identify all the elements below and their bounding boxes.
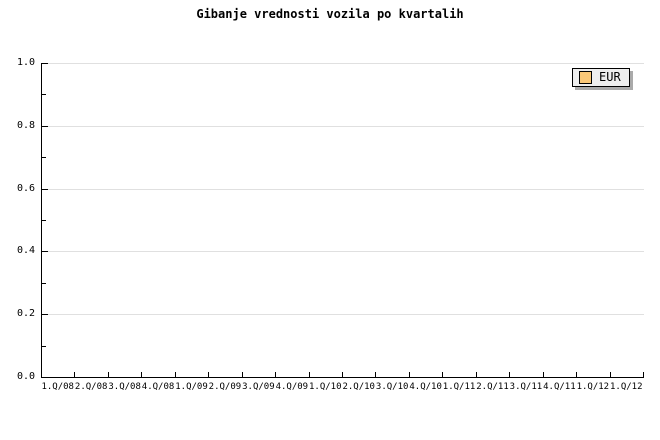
y-major-tick [42,63,48,64]
x-axis-tick-label: 1.Q/12 [610,382,643,392]
y-major-tick [42,251,48,252]
x-axis-tick-label: 3.Q/11 [509,382,543,392]
y-minor-tick [42,220,46,221]
y-major-tick [42,189,48,190]
y-minor-tick [42,94,46,95]
x-tick [409,372,410,377]
legend-box: EUR [572,68,630,87]
x-tick [576,372,577,377]
x-axis-tick-label: 1.Q/08 [41,382,74,392]
y-gridline [44,63,644,64]
y-axis-tick-label: 0.0 [16,371,35,382]
x-tick [375,372,376,377]
legend-label-eur: EUR [599,70,621,84]
y-axis-tick-label: 0.2 [16,308,35,319]
y-major-tick [42,126,48,127]
x-tick [643,372,644,377]
x-tick [108,372,109,377]
x-tick [610,372,611,377]
y-minor-tick [42,346,46,347]
y-minor-tick [42,157,46,158]
y-axis-tick-label: 0.6 [16,183,35,194]
x-tick [74,372,75,377]
y-axis-tick-label: 0.8 [16,120,35,131]
x-axis-tick-label: 1.Q/09 [175,382,208,392]
x-axis-tick-label: 4.Q/10 [409,382,442,392]
x-tick [309,372,310,377]
x-tick [141,372,142,377]
x-axis-tick-label: 3.Q/09 [242,382,275,392]
x-axis-tick-label: 1.Q/10 [309,382,342,392]
x-tick [275,372,276,377]
y-gridline [44,251,644,252]
x-axis-tick-label: 1.Q/11 [442,382,476,392]
x-axis-tick-label: 2.Q/08 [74,382,108,392]
x-tick [342,372,343,377]
x-axis-tick-label: 3.Q/10 [375,382,409,392]
x-tick [476,372,477,377]
x-axis-tick-label: 3.Q/08 [108,382,141,392]
x-tick [442,372,443,377]
x-tick [242,372,243,377]
x-axis-tick-label: 2.Q/10 [342,382,375,392]
x-axis-tick-label: 2.Q/09 [208,382,242,392]
y-axis-tick-label: 0.4 [16,245,35,256]
x-tick [208,372,209,377]
x-tick [175,372,176,377]
y-gridline [44,314,644,315]
y-gridline [44,126,644,127]
x-axis-tick-label: 1.Q/12 [576,382,610,392]
y-gridline [44,189,644,190]
x-axis-tick-label: 4.Q/11 [543,382,576,392]
x-axis-tick-label: 4.Q/09 [275,382,309,392]
chart-title: Gibanje vrednosti vozila po kvartalih [196,7,464,21]
x-tick [509,372,510,377]
plot-area [41,63,644,378]
legend-swatch-eur [579,71,592,84]
x-tick [543,372,544,377]
y-minor-tick [42,283,46,284]
x-axis-tick-label: 2.Q/11 [476,382,509,392]
y-major-tick [42,314,48,315]
y-axis-tick-label: 1.0 [16,57,35,68]
x-axis-tick-label: 4.Q/08 [141,382,175,392]
